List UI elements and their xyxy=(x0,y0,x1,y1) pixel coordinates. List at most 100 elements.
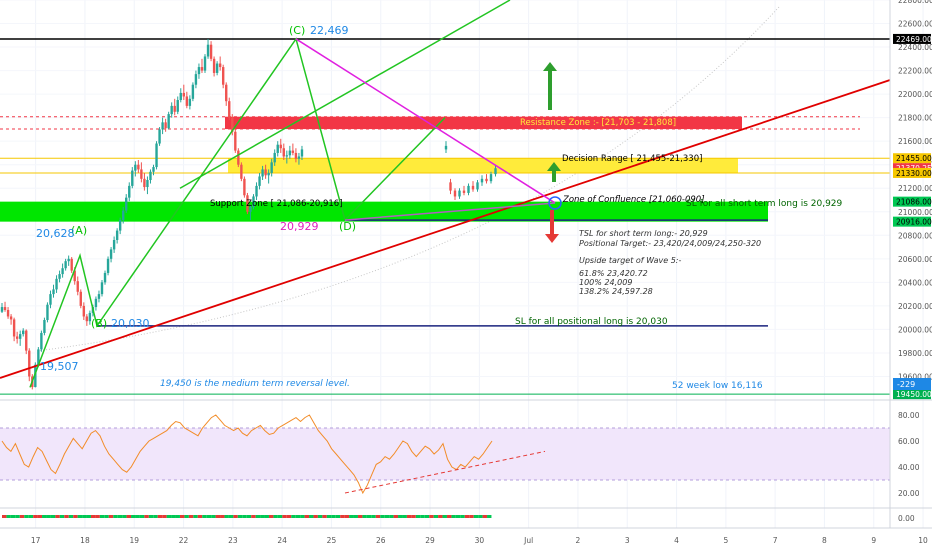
candle xyxy=(149,169,152,184)
price-tick-label: 22400.00 xyxy=(898,43,932,52)
candle-body xyxy=(73,270,76,282)
candle-body xyxy=(282,148,285,157)
candle xyxy=(158,127,161,146)
hist-bar xyxy=(180,515,185,518)
hist-tick-label: 0.00 xyxy=(898,514,915,523)
upside-arrow-mid-head xyxy=(547,162,561,171)
time-tick-label: 19 xyxy=(129,536,139,545)
time-tick-label: 24 xyxy=(277,536,287,545)
hist-bar xyxy=(478,515,483,518)
time-tick-label: 23 xyxy=(228,536,238,545)
candle xyxy=(0,302,4,313)
candle xyxy=(134,161,137,177)
candle-body xyxy=(125,197,128,211)
drawings-layer xyxy=(0,0,891,388)
candle-body xyxy=(279,144,282,149)
candle xyxy=(131,167,134,189)
candle xyxy=(82,302,86,320)
time-tick-label: Jul xyxy=(523,536,533,545)
hist-bar xyxy=(451,515,456,518)
candle-body xyxy=(18,334,22,339)
time-tick-label: 8 xyxy=(822,536,827,545)
candle-body xyxy=(489,174,493,182)
candle-body xyxy=(191,84,195,99)
candle xyxy=(489,171,493,184)
candle xyxy=(85,314,89,326)
candle xyxy=(97,290,101,303)
candle-body xyxy=(173,105,176,112)
candle-body xyxy=(6,310,10,317)
candle-body xyxy=(3,307,7,310)
candle xyxy=(70,257,73,273)
hist-bar xyxy=(286,515,292,518)
candle-body xyxy=(200,67,204,71)
hist-bar xyxy=(335,515,341,518)
wave-magenta-bottom xyxy=(344,202,556,221)
candle-body xyxy=(82,305,86,317)
time-tick-label: 18 xyxy=(80,536,90,545)
candle-body xyxy=(34,364,37,388)
tsl-line2: Positional Target:- 23,420/24,009/24,250… xyxy=(579,239,761,248)
candle-body xyxy=(476,182,479,190)
candle xyxy=(449,178,452,195)
hist-bar xyxy=(64,515,69,518)
hist-bar xyxy=(251,515,256,518)
candle xyxy=(291,143,295,156)
decision-label: Decision Range [ 21,455-21,330] xyxy=(562,154,702,164)
candles-layer xyxy=(0,38,497,390)
downside-arrow-head xyxy=(545,234,559,243)
candle-body xyxy=(258,176,261,186)
hist-bar xyxy=(50,515,56,518)
candle xyxy=(88,310,92,325)
candle-body xyxy=(291,150,295,153)
candle xyxy=(100,280,104,297)
hist-bar xyxy=(322,515,327,518)
candle-body xyxy=(115,230,119,240)
hist-bar xyxy=(211,515,216,518)
candle xyxy=(64,258,67,271)
candle xyxy=(79,289,82,309)
hist-bar xyxy=(464,515,470,518)
candle-body xyxy=(203,56,207,71)
candle xyxy=(218,56,222,71)
hist-bar xyxy=(73,515,78,518)
hist-bar xyxy=(237,515,243,518)
candle xyxy=(476,180,479,192)
hist-bar xyxy=(273,515,278,518)
resistance-label: Resistance Zone :- [21,703 - 21,808] xyxy=(520,118,676,128)
reversal-label: 19,450 is the medium term reversal level… xyxy=(160,379,350,389)
hist-bar xyxy=(28,515,34,518)
hist-bar xyxy=(255,515,261,518)
hist-bar xyxy=(157,515,163,518)
hist-bar xyxy=(86,515,91,518)
wave-b-label: (B) xyxy=(91,317,107,330)
candle xyxy=(152,164,155,176)
candle xyxy=(471,181,475,192)
time-tick-label: 7 xyxy=(773,536,778,545)
candle-body xyxy=(170,105,173,115)
candle-body xyxy=(103,272,107,283)
hist-bar xyxy=(55,515,60,518)
hist-bar xyxy=(291,515,296,518)
hist-bar xyxy=(68,515,74,518)
channel-line xyxy=(179,0,511,189)
candle xyxy=(146,176,149,195)
hist-bar xyxy=(353,515,358,518)
hist-bar xyxy=(77,515,83,518)
hist-bar xyxy=(300,515,305,518)
rsi-tick-label: 60.00 xyxy=(898,437,920,446)
price-tick-label: 20200.00 xyxy=(898,302,932,311)
candle-body xyxy=(182,92,185,97)
reversal-level-tag: 19450.00 xyxy=(896,390,932,399)
level-tag-bg xyxy=(893,167,931,178)
fib-level-3: 138.2% 24,597.28 xyxy=(579,287,653,296)
hist-bar xyxy=(37,515,42,518)
hist-bar xyxy=(215,515,220,518)
candle-body xyxy=(25,330,28,351)
candle xyxy=(9,314,13,325)
candle xyxy=(67,255,70,266)
high-level-tag: 22469.00 xyxy=(896,35,932,44)
candle xyxy=(76,276,79,296)
